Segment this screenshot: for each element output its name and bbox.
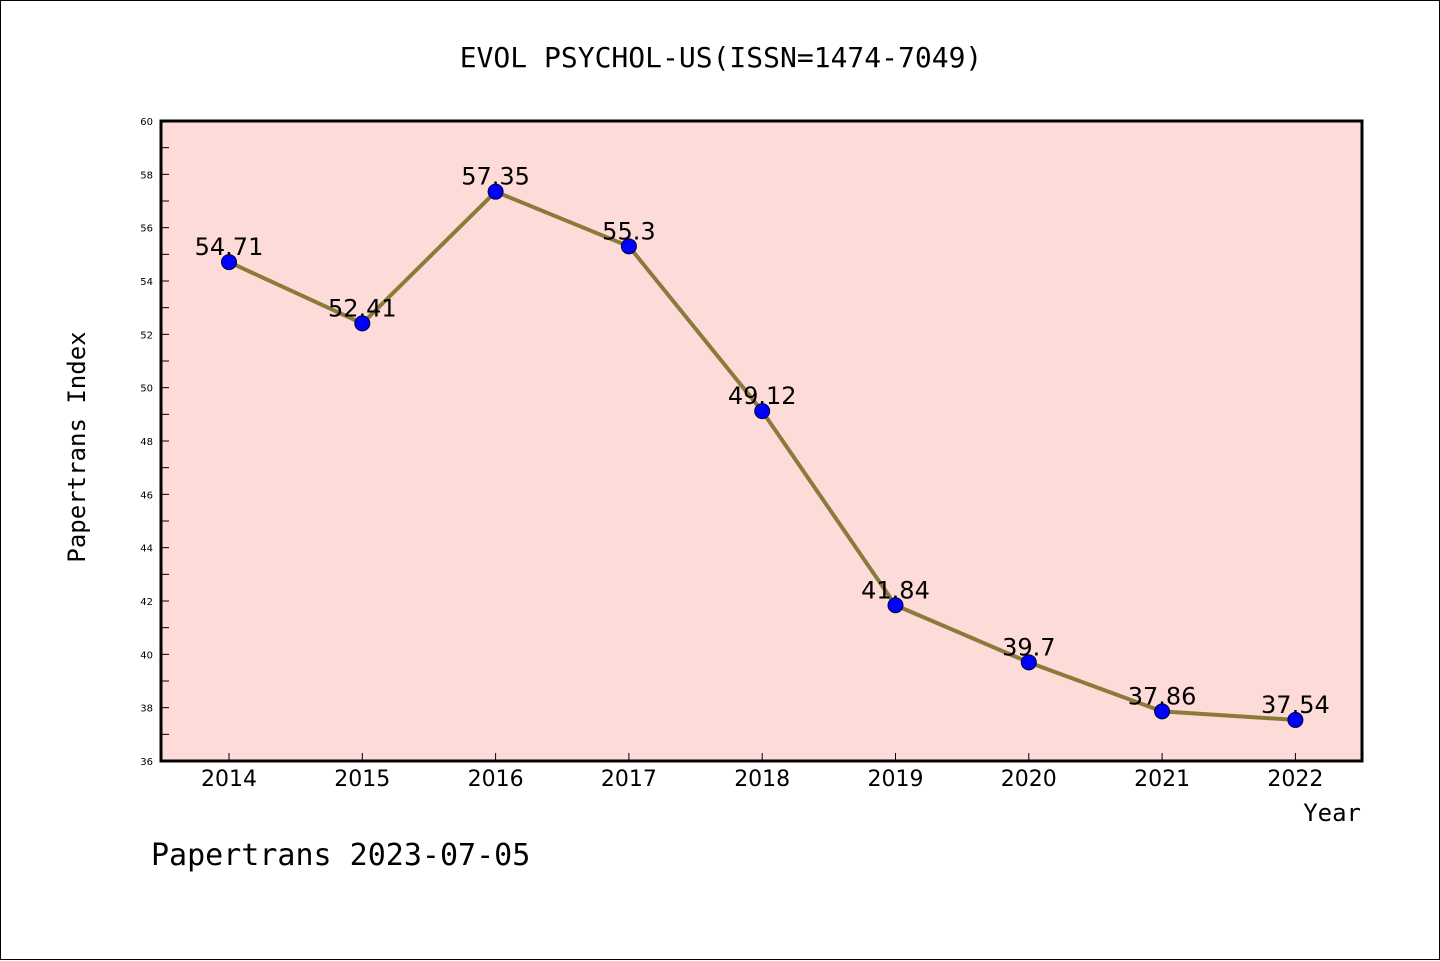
x-tick-label: 2020	[1001, 767, 1057, 792]
data-point-marker	[221, 254, 237, 271]
x-tick-label: 2022	[1267, 767, 1323, 792]
data-label: 37.54	[1261, 691, 1330, 719]
series-line	[221, 183, 1304, 728]
data-label: 41.84	[861, 576, 930, 604]
x-axis-ticks: 2014 2015 2016 2017 2018 2019 2020 2021 2022	[201, 753, 1323, 792]
y-axis-ticks: 36 38 40 42 44 46 48 50 52 54 56 58 60	[140, 117, 169, 768]
y-tick-label: 44	[140, 544, 153, 555]
y-tick-label: 40	[140, 650, 153, 661]
x-tick-label: 2021	[1134, 767, 1190, 792]
plot-area	[161, 121, 1362, 761]
x-tick-label: 2016	[468, 767, 524, 792]
y-tick-label: 56	[140, 224, 153, 235]
data-label: 54.71	[195, 233, 264, 261]
data-point-marker	[354, 315, 371, 332]
chart-title: EVOL PSYCHOL-US(ISSN=1474-7049)	[460, 41, 983, 74]
data-label: 37.86	[1128, 682, 1197, 710]
y-tick-label: 48	[140, 437, 153, 448]
y-tick-label: 38	[140, 704, 153, 715]
data-label: 49.12	[728, 382, 797, 410]
x-tick-label: 2015	[334, 767, 390, 792]
y-tick-label: 58	[140, 170, 153, 181]
data-point-marker	[1154, 703, 1171, 720]
data-point-marker	[1287, 711, 1304, 728]
watermark-text: Papertrans 2023-07-05	[151, 838, 530, 873]
data-label: 39.7	[1002, 633, 1055, 661]
x-axis-label: Year	[1303, 799, 1361, 827]
data-point-marker	[487, 183, 504, 200]
data-label: 57.35	[461, 163, 530, 191]
data-label: 52.41	[328, 294, 397, 322]
x-tick-label: 2014	[201, 767, 257, 792]
x-tick-label: 2019	[868, 767, 924, 792]
y-tick-label: 50	[140, 384, 153, 395]
data-labels: 54.71 52.41 57.35 55.3 49.12 41.84 39.7 37.86 37…	[195, 163, 1330, 719]
data-point-marker	[887, 597, 904, 614]
y-tick-label: 60	[140, 117, 153, 128]
y-axis-label: Papertrans Index	[63, 331, 91, 562]
x-tick-label: 2017	[601, 767, 657, 792]
y-tick-label: 46	[140, 490, 153, 501]
data-label: 55.3	[602, 217, 655, 245]
y-tick-label: 36	[140, 757, 153, 768]
data-point-marker	[754, 403, 771, 420]
data-point-marker	[620, 238, 637, 255]
y-tick-label: 42	[140, 597, 153, 608]
data-point-marker	[1020, 654, 1037, 671]
x-tick-label: 2018	[734, 767, 790, 792]
y-tick-label: 54	[140, 277, 153, 288]
plot-border	[159, 119, 1364, 763]
y-tick-label: 52	[140, 330, 153, 341]
